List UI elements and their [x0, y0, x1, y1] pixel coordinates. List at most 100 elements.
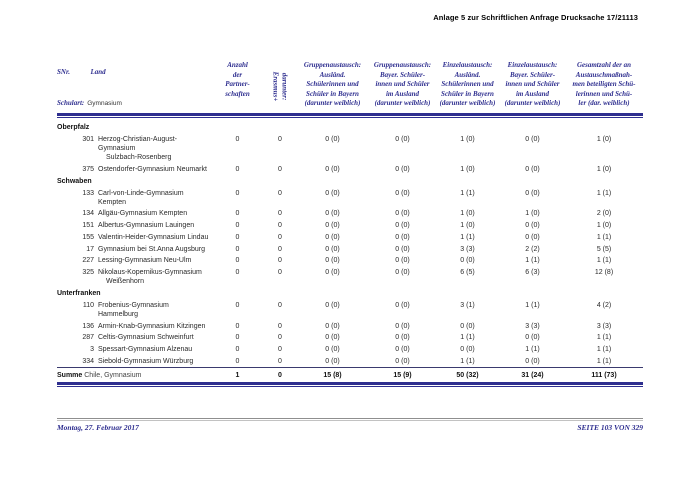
table-summary: Summe Chile, Gymnasium 1 0 15 (8) 15 (9)…: [57, 367, 644, 383]
cell-value: 0 (0): [325, 222, 340, 230]
cell-value: 1 (1): [460, 189, 475, 197]
cell-value: 0: [235, 233, 240, 241]
cell-value: 0: [278, 245, 282, 253]
footer-page-number: SEITE 103 VON 329: [577, 423, 643, 432]
cell-value: 0: [278, 210, 282, 218]
school-name: Ostendorfer-Gymnasium Neumarkt: [98, 165, 210, 174]
cell-value: 0 (0): [325, 189, 340, 197]
cell-value: 1 (0): [460, 136, 475, 144]
cell-value: 0: [235, 165, 240, 173]
school-cell: 375 Ostendorfer-Gymnasium Neumarkt: [57, 164, 210, 176]
school-name-wrap: 133 Carl-von-Linde-Gymnasium Kempten: [57, 189, 210, 207]
cell-value: 0: [278, 301, 282, 309]
table-row: 325 Nikolaus-Kopernikus-Gymnasium Weißen…: [57, 267, 643, 288]
cell-value: 0 (0): [325, 269, 340, 277]
cell-value: 6 (3): [525, 269, 540, 277]
cell-value: 31 (24): [500, 367, 565, 383]
cell-value: 0 (0): [395, 165, 410, 173]
cell-value: 0 (0): [525, 165, 540, 173]
cell-value: 0 (0): [395, 136, 410, 144]
cell-value: 1 (1): [525, 257, 540, 265]
cell-value: 0: [278, 233, 282, 241]
cell-value: 1 (0): [596, 222, 612, 230]
divider-thick-line: [57, 382, 643, 386]
school-name-wrap: 110 Frobenius-Gymnasium Hammelburg: [57, 301, 210, 319]
cell-value: 1 (1): [596, 334, 612, 342]
table-area: SNr. Land Schulart: Gymnasium Anzahl der …: [57, 55, 644, 388]
table-bottom-divider: [57, 382, 643, 388]
table-row: 136 Armin-Knab-Gymnasium Kitzingen 0 0 0 (…: [57, 320, 643, 332]
table-row: 334 Siebold-Gymnasium Würzburg 0 0 0 (0) 0 …: [57, 356, 643, 368]
cell-value: 0 (0): [525, 189, 540, 197]
cell-value: 0: [235, 245, 240, 253]
cell-value: 0 (0): [395, 322, 410, 330]
cell-value: 15 (8): [295, 367, 370, 383]
cell-value: 3 (3): [460, 245, 475, 253]
col-header-land: Land: [90, 68, 106, 76]
schulart-row: Schulart: Gymnasium: [57, 92, 210, 113]
cell-value: 0 (0): [395, 210, 410, 218]
cell-value: 0: [235, 136, 240, 144]
cell-value: 0 (0): [325, 322, 340, 330]
cell-value: 0: [278, 269, 282, 277]
cell-value: 12 (8): [594, 269, 614, 277]
table-body: Oberpfalz 301 Herzog-Christian-August-Gy…: [57, 122, 643, 368]
cell-value: 0: [235, 322, 240, 330]
row-name: Armin-Knab-Gymnasium Kitzingen: [98, 322, 206, 330]
school-name: Spessart-Gymnasium Alzenau: [98, 345, 210, 354]
row-snr: 301: [82, 136, 94, 144]
row-snr: 17: [86, 245, 94, 253]
school-cell: 3 Spessart-Gymnasium Alzenau: [57, 344, 210, 356]
row-snr: 110: [82, 301, 94, 309]
cell-value: 1 (1): [596, 257, 612, 265]
cell-value: 4 (2): [596, 301, 612, 309]
summary-row: Summe Chile, Gymnasium 1 0 15 (8) 15 (9)…: [57, 367, 644, 383]
section-row: Oberpfalz: [57, 122, 643, 134]
school-name-wrap: 227 Lessing-Gymnasium Neu-Ulm: [57, 256, 210, 265]
row-snr: 151: [82, 222, 94, 230]
row-name: Gymnasium bei St.Anna Augsburg: [98, 245, 206, 253]
row-snr: 155: [82, 233, 94, 241]
cell-value: 0 (0): [325, 233, 340, 241]
cell-value: 0: [278, 222, 282, 230]
school-name: Allgäu-Gymnasium Kempten: [98, 209, 210, 218]
row-snr: 227: [82, 257, 94, 265]
row-snr: 134: [82, 210, 94, 218]
cell-value: 0 (0): [460, 322, 475, 330]
footer-rule-gap: [57, 419, 643, 420]
cell-value: 0: [235, 210, 240, 218]
table-header: SNr. Land Schulart: Gymnasium Anzahl der …: [57, 55, 643, 113]
row-name: Valentin-Heider-Gymnasium Lindau: [98, 233, 209, 241]
school-cell: 301 Herzog-Christian-August-Gymnasium Su…: [57, 134, 210, 164]
cell-value: 1 (0): [596, 165, 612, 173]
footer-divider: [57, 418, 643, 421]
section-label: Oberpfalz: [57, 124, 90, 132]
cell-value: 1 (0): [460, 222, 475, 230]
row-snr: 3: [90, 346, 94, 354]
cell-value: 1 (0): [596, 136, 612, 144]
cell-value: 1 (1): [525, 301, 540, 309]
cell-value: 0 (0): [325, 210, 340, 218]
cell-value: 0 (0): [325, 136, 340, 144]
table-row: 151 Albertus-Gymnasium Lauingen 0 0 0 (0) 0…: [57, 220, 643, 232]
table-row: 287 Celtis-Gymnasium Schweinfurt 0 0 0 (0)…: [57, 332, 643, 344]
col-header-einzelaustausch-ausland: Einzelaustausch: Bayer. Schüler- innen u…: [504, 61, 561, 107]
school-name-wrap: 287 Celtis-Gymnasium Schweinfurt: [57, 333, 210, 342]
cell-value: 15 (9): [370, 367, 435, 383]
school-cell: 133 Carl-von-Linde-Gymnasium Kempten: [57, 187, 210, 208]
school-cell: 17 Gymnasium bei St.Anna Augsburg: [57, 243, 210, 255]
col-header-gruppenaustausch-ausland: Gruppenaustausch: Bayer. Schüler- innen …: [373, 61, 432, 107]
cell-value: 0: [235, 346, 240, 354]
row-name: Spessart-Gymnasium Alzenau: [98, 346, 193, 354]
cell-value: 0: [235, 269, 240, 277]
cell-value: 1 (0): [460, 165, 475, 173]
cell-value: 3 (1): [460, 301, 475, 309]
cell-value: 1 (1): [525, 346, 540, 354]
section-row: Schwaben: [57, 175, 643, 187]
school-name: Herzog-Christian-August-Gymnasium Sulzba…: [98, 135, 210, 162]
school-name-wrap: 3 Spessart-Gymnasium Alzenau: [57, 345, 210, 354]
cell-value: 0 (0): [325, 346, 340, 354]
row-snr: 375: [82, 165, 94, 173]
cell-value: 0: [235, 222, 240, 230]
